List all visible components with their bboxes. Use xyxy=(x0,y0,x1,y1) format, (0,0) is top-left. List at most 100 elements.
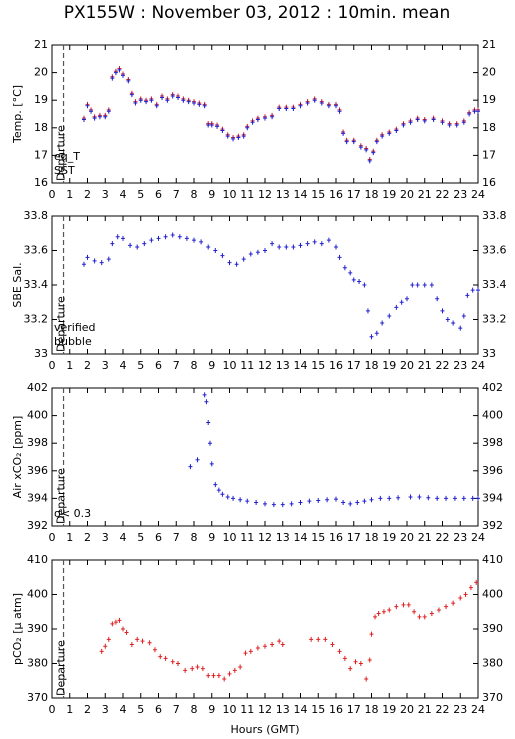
data-point xyxy=(387,130,392,136)
data-point xyxy=(408,494,413,500)
x-tick-label: 4 xyxy=(120,703,127,716)
data-point xyxy=(337,108,342,114)
data-point xyxy=(342,265,347,271)
data-point xyxy=(263,501,267,507)
data-point xyxy=(236,134,241,140)
data-point xyxy=(106,256,111,262)
data-point xyxy=(220,253,225,259)
x-tick-label: 12 xyxy=(258,359,272,372)
data-point xyxy=(270,642,275,648)
x-tick-label: 24 xyxy=(471,359,485,372)
data-point xyxy=(451,600,456,606)
data-point xyxy=(163,655,168,661)
data-point xyxy=(106,108,111,114)
x-tick-label: 21 xyxy=(418,703,432,716)
x-tick-label: 6 xyxy=(155,359,162,372)
x-tick-label: 22 xyxy=(436,359,450,372)
data-point xyxy=(355,500,360,506)
data-point xyxy=(422,282,427,288)
x-tick-label: 10 xyxy=(223,359,237,372)
data-point xyxy=(467,111,472,117)
x-tick-label: 4 xyxy=(120,531,127,544)
x-tick-label: 13 xyxy=(276,531,290,544)
x-tick-label: 20 xyxy=(400,188,414,201)
departure-label: Departure xyxy=(55,640,68,696)
x-tick-label: 15 xyxy=(311,188,325,201)
data-point xyxy=(463,592,468,597)
data-point xyxy=(138,97,143,103)
data-point xyxy=(250,119,255,125)
data-point xyxy=(284,244,289,250)
y-tick-label: 410 xyxy=(482,553,503,566)
y-tick-label: 370 xyxy=(482,691,503,704)
data-point xyxy=(156,235,161,241)
data-point xyxy=(447,122,452,128)
data-point xyxy=(144,99,149,105)
data-point xyxy=(204,399,209,405)
data-point xyxy=(373,614,378,620)
data-point xyxy=(374,139,379,145)
data-point xyxy=(399,299,404,305)
data-point xyxy=(133,100,138,106)
data-point xyxy=(412,609,417,615)
data-point xyxy=(380,320,385,326)
data-point xyxy=(394,304,399,310)
x-tick-label: 2 xyxy=(84,531,91,544)
x-tick-label: 11 xyxy=(240,703,254,716)
x-axis-label: Hours (GMT) xyxy=(230,723,299,736)
data-point xyxy=(202,392,207,398)
x-tick-label: 23 xyxy=(453,703,467,716)
data-point xyxy=(476,108,480,114)
x-tick-label: 1 xyxy=(66,531,73,544)
data-point xyxy=(417,614,422,620)
data-point xyxy=(255,645,260,651)
data-point xyxy=(465,292,470,298)
data-point xyxy=(206,673,211,679)
data-point xyxy=(325,497,330,503)
data-point xyxy=(344,139,349,145)
data-point xyxy=(351,277,356,283)
y-tick-label: 370 xyxy=(27,691,48,704)
data-point xyxy=(158,654,163,660)
data-point xyxy=(348,501,353,507)
data-point xyxy=(323,636,328,642)
x-tick-label: 24 xyxy=(471,531,485,544)
y-tick-label: 17 xyxy=(34,148,48,161)
data-point xyxy=(255,249,260,255)
x-tick-label: 17 xyxy=(347,703,361,716)
data-point xyxy=(192,237,196,243)
y-tick-label: 380 xyxy=(482,657,503,670)
x-tick-label: 11 xyxy=(240,531,254,544)
data-point xyxy=(436,607,441,613)
data-point xyxy=(163,234,168,240)
x-tick-label: 16 xyxy=(329,188,343,201)
x-tick-label: 12 xyxy=(258,703,272,716)
data-point xyxy=(231,136,236,142)
data-point xyxy=(117,617,122,623)
data-point xyxy=(298,242,303,248)
data-point xyxy=(353,659,358,665)
x-tick-label: 8 xyxy=(191,359,198,372)
data-point xyxy=(238,497,243,503)
data-point xyxy=(232,667,237,673)
x-tick-label: 19 xyxy=(382,359,396,372)
data-point xyxy=(186,99,191,105)
y-tick-label: 16 xyxy=(482,176,496,189)
data-point xyxy=(106,636,111,642)
data-point xyxy=(231,495,236,501)
data-point xyxy=(358,661,363,666)
data-point xyxy=(197,101,202,107)
data-point xyxy=(124,629,129,635)
data-point xyxy=(401,122,406,128)
x-tick-label: 13 xyxy=(276,703,290,716)
data-point xyxy=(312,97,317,103)
data-point xyxy=(277,244,282,250)
data-point xyxy=(376,610,381,616)
x-tick-label: 9 xyxy=(208,188,215,201)
data-point xyxy=(181,97,186,103)
y-tick-label: 19 xyxy=(34,93,48,106)
x-tick-label: 3 xyxy=(102,703,109,716)
data-point xyxy=(263,248,267,253)
x-tick-label: 17 xyxy=(347,188,361,201)
data-point xyxy=(115,234,120,240)
